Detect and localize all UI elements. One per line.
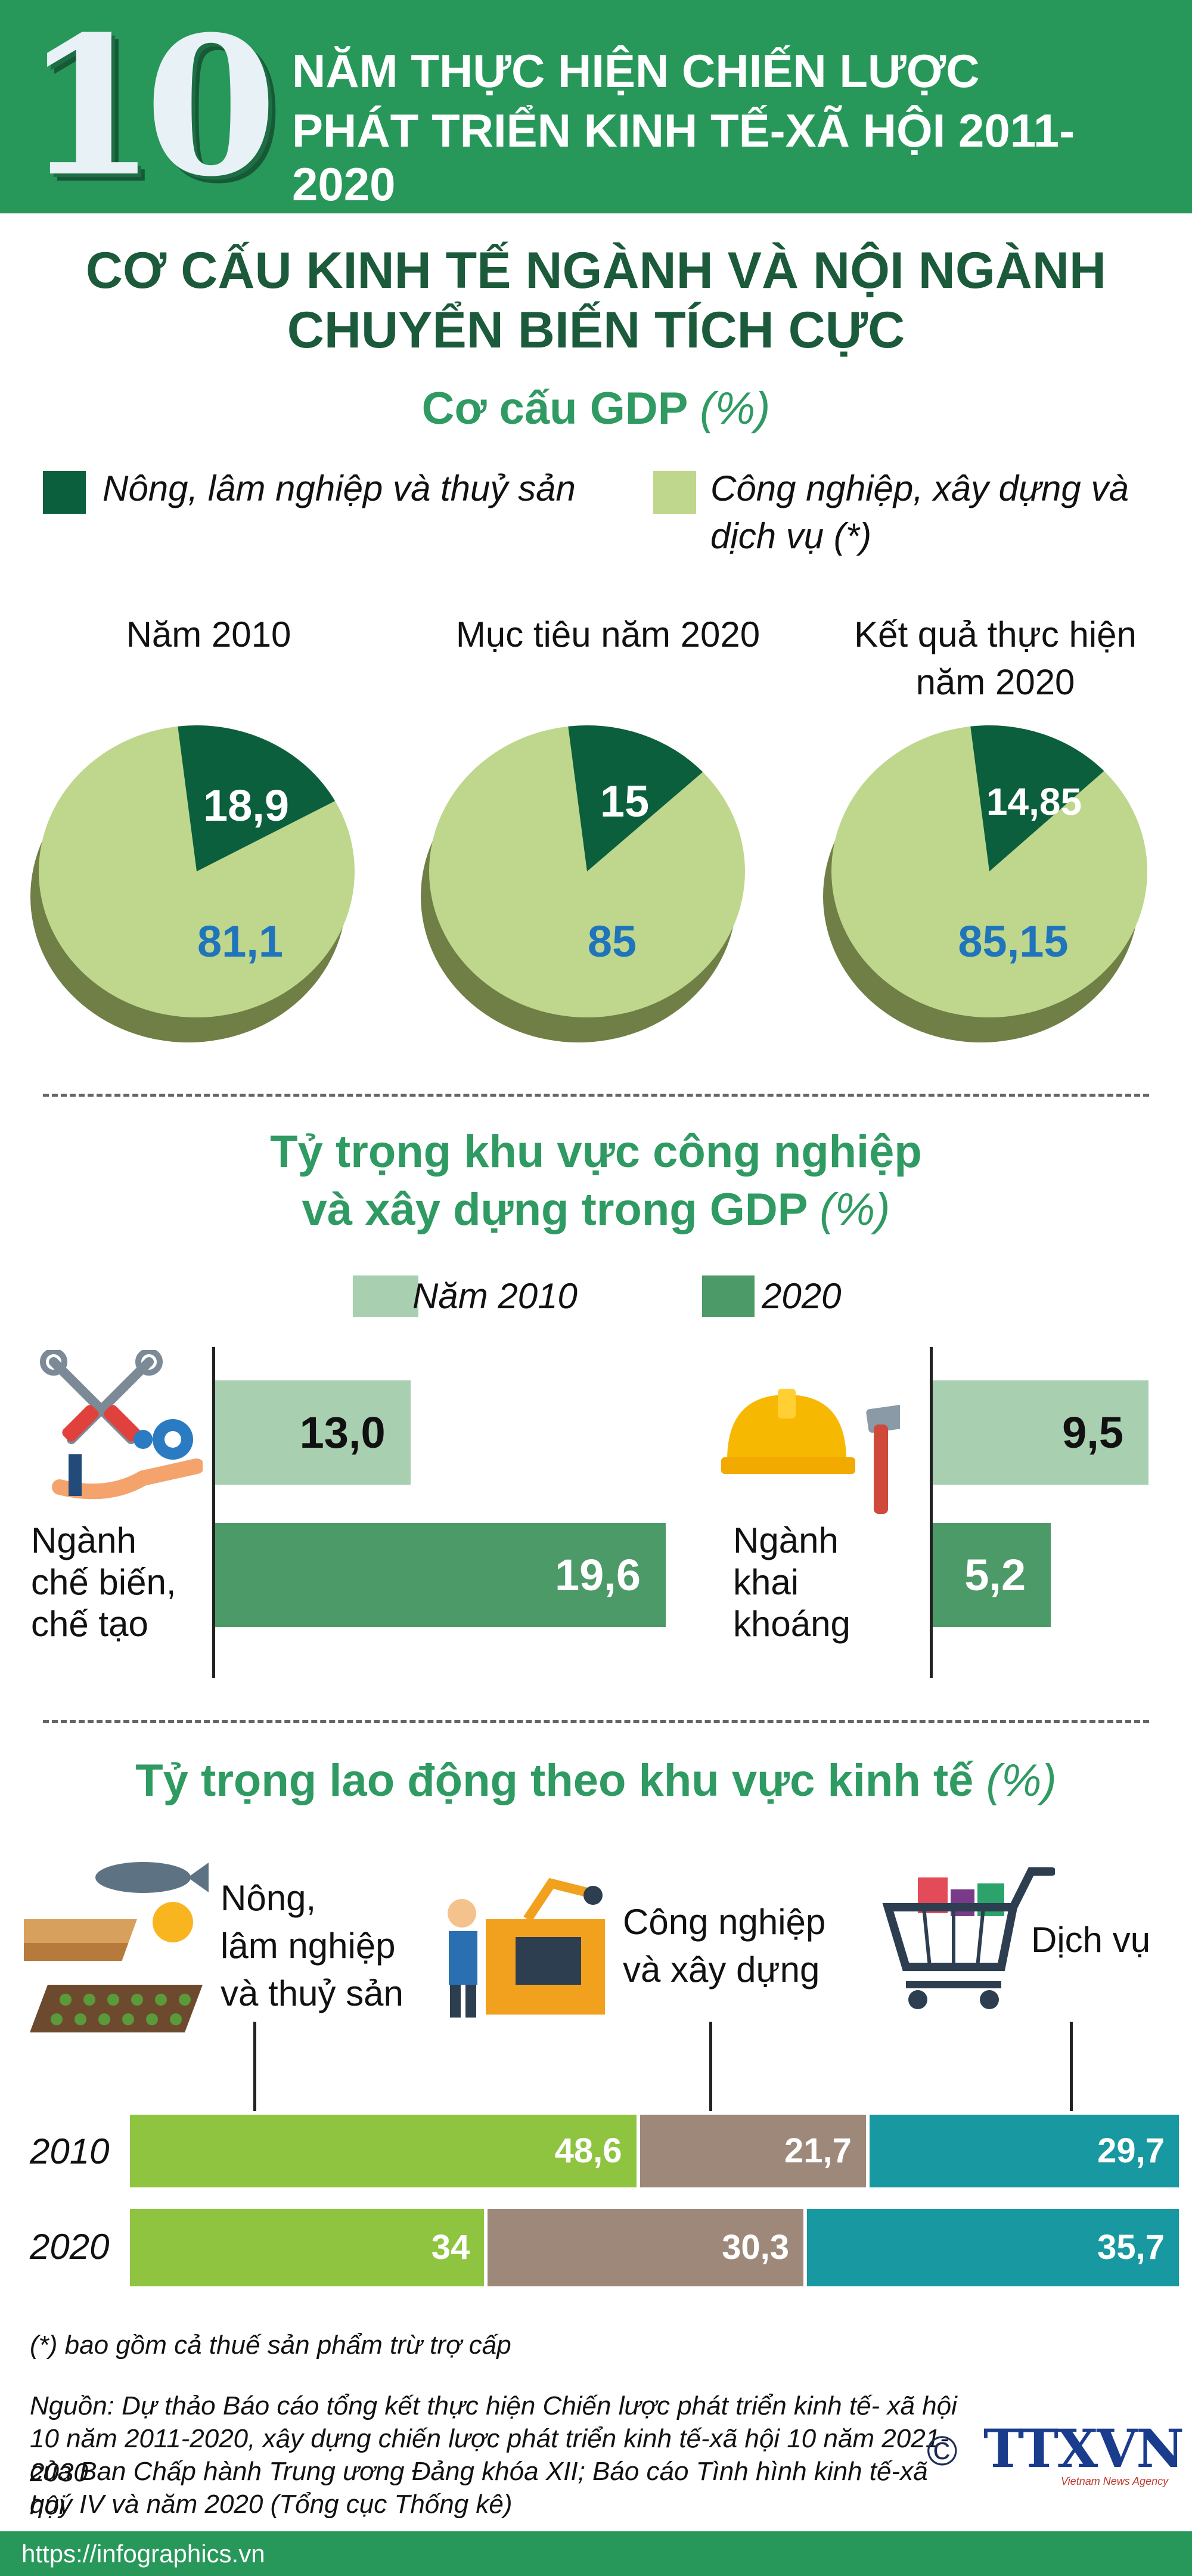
labor-2010-ind: 21,7 <box>640 2115 866 2187</box>
agriculture-icon <box>24 1862 209 2032</box>
legend-ind-line-2: dịch vụ (*) <box>710 516 872 556</box>
labor-title-text: Tỷ trọng lao động theo khu vực kinh tế <box>135 1755 974 1806</box>
pie-2010-ind-value: 81,1 <box>197 917 284 966</box>
main-title-line-2: CHUYỂN BIẾN TÍCH CỰC <box>287 302 905 359</box>
industry-title-unit: (%) <box>820 1184 890 1235</box>
manufacturing-icon <box>40 1350 203 1500</box>
labor-2010-serv: 29,7 <box>869 2115 1179 2187</box>
cat-serv: Dịch vụ <box>1031 1920 1151 1960</box>
year-label-2020: 2020 <box>30 2227 110 2267</box>
labor-2010-agri: 48,6 <box>130 2115 637 2187</box>
gdp-title-text: Cơ cấu GDP <box>421 383 688 434</box>
mining-icon <box>721 1389 900 1514</box>
labor-2020-ind-value: 30,3 <box>722 2228 789 2267</box>
manuf-label-line-2: chế biến, <box>31 1562 176 1602</box>
pie-result-2020-agri-slice <box>970 725 1104 871</box>
pie-label-target-2020: Mục tiêu năm 2020 <box>455 614 760 654</box>
cat-agri-line-2: lâm nghiệp <box>221 1926 396 1966</box>
industry-worker-icon <box>448 1877 605 2018</box>
manuf-label-line-1: Ngành <box>31 1520 136 1560</box>
labor-title: Tỷ trọng lao động theo khu vực kinh tế (… <box>0 1752 1192 1810</box>
legend-swatch-agri <box>43 471 86 514</box>
pie-2010-agri-slice <box>178 725 336 871</box>
footnote: (*) bao gồm cả thuế sản phẩm trừ trợ cấp <box>30 2330 511 2360</box>
source-line-2: 10 năm 2011-2020, xây dựng chiến lược ph… <box>30 2424 949 2487</box>
divider-1 <box>43 1094 1149 1097</box>
mining-axis <box>930 1347 933 1678</box>
bar-mining-2010: 9,5 <box>933 1380 1148 1485</box>
gdp-pie-charts <box>30 725 1147 1042</box>
legend-swatch-2010 <box>353 1275 418 1317</box>
pie-2010-agri-value: 18,9 <box>203 781 290 830</box>
manuf-axis <box>212 1347 215 1678</box>
labor-bar-2010: 48,6 21,7 29,7 <box>130 2115 1179 2187</box>
bar-manuf-2020-value: 19,6 <box>554 1550 641 1600</box>
legend-agri: Nông, lâm nghiệp và thuỷ sản <box>103 468 576 508</box>
industry-title-line-2: và xây dựng trong GDP (%) <box>0 1181 1192 1239</box>
divider-2 <box>43 1720 1149 1723</box>
leader-agri <box>253 2022 256 2111</box>
legend-2020: 2020 <box>762 1276 842 1316</box>
legend-ind-line-1: Công nghiệp, xây dựng và <box>710 468 1129 508</box>
source-line-1: Nguồn: Dự thảo Báo cáo tổng kết thực hiệ… <box>30 2391 957 2420</box>
header-line-2: PHÁT TRIỂN KINH TẾ-XÃ HỘI 2011-2020 <box>292 104 1075 210</box>
labor-2010-ind-value: 21,7 <box>784 2131 852 2170</box>
legend-swatch-2020 <box>702 1275 755 1317</box>
gdp-title-unit: (%) <box>700 383 771 434</box>
copyright-symbol: © <box>927 2428 958 2474</box>
labor-2010-serv-value: 29,7 <box>1097 2131 1165 2170</box>
mining-label-line-1: Ngành <box>733 1520 839 1560</box>
bar-mining-2020-value: 5,2 <box>964 1550 1026 1600</box>
cat-ind-line-1: Công nghiệp <box>623 1902 826 1942</box>
labor-2020-serv-value: 35,7 <box>1097 2228 1165 2267</box>
gdp-title: Cơ cấu GDP (%) <box>0 380 1192 437</box>
bar-manuf-2020: 19,6 <box>215 1523 666 1627</box>
mining-label-line-3: khoáng <box>733 1604 850 1644</box>
labor-title-unit: (%) <box>986 1755 1057 1806</box>
labor-2020-serv: 35,7 <box>806 2209 1179 2286</box>
legend-swatch-ind <box>653 471 696 514</box>
labor-2020-agri-value: 34 <box>431 2228 470 2267</box>
industry-title-line-1: Tỷ trọng khu vực công nghiệp <box>270 1126 922 1177</box>
pie-target-ind-value: 85 <box>587 917 637 966</box>
ttxvn-logo: TTXVN <box>983 2417 1184 2479</box>
cat-agri-line-1: Nông, <box>221 1878 316 1918</box>
bar-mining-2010-value: 9,5 <box>1062 1408 1123 1457</box>
bar-manuf-2010-value: 13,0 <box>299 1408 386 1457</box>
pie-label-2010: Năm 2010 <box>126 614 291 654</box>
cat-agri-line-3: và thuỷ sản <box>221 1973 403 2013</box>
shopping-cart-icon <box>882 1867 1055 2009</box>
leader-serv <box>1070 2022 1073 2111</box>
pie-label-result-2020-line-2: năm 2020 <box>915 662 1075 702</box>
ttxvn-logo-sub: Vietnam News Agency <box>1061 2475 1169 2487</box>
year-label-2010: 2010 <box>30 2131 110 2171</box>
mining-label-line-2: khai <box>733 1562 799 1602</box>
main-title-line-1: CƠ CẤU KINH TẾ NGÀNH VÀ NỘI NGÀNH <box>85 242 1107 299</box>
legend-2010: Năm 2010 <box>412 1276 578 1316</box>
pie-result-agri-value: 14,85 <box>986 780 1082 823</box>
header-line-1: NĂM THỰC HIỆN CHIẾN LƯỢC <box>292 45 980 97</box>
footer-bar <box>0 2531 1192 2576</box>
footer-url[interactable]: https://infographics.vn <box>21 2540 265 2568</box>
labor-2020-agri: 34 <box>130 2209 485 2286</box>
source-line-4: quý IV và năm 2020 (Tổng cục Thống kê) <box>30 2490 513 2519</box>
industry-title-line-2-text: và xây dựng trong GDP <box>302 1184 808 1235</box>
header-banner <box>0 0 1192 213</box>
header-number: 10 <box>24 0 277 219</box>
manuf-label-line-3: chế tạo <box>31 1604 148 1644</box>
pie-target-agri-value: 15 <box>600 777 650 826</box>
bar-mining-2020: 5,2 <box>933 1523 1051 1627</box>
pie-label-result-2020-line-1: Kết quả thực hiện <box>854 614 1137 654</box>
labor-bar-2020: 34 30,3 35,7 <box>130 2209 1179 2286</box>
labor-2020-ind: 30,3 <box>488 2209 803 2286</box>
pie-target-2020-agri-slice <box>568 725 703 871</box>
pie-result-ind-value: 85,15 <box>958 917 1069 966</box>
leader-ind <box>709 2022 712 2111</box>
source-line-3: của Ban Chấp hành Trung ương Đảng khóa X… <box>30 2457 928 2520</box>
bar-manuf-2010: 13,0 <box>215 1380 411 1485</box>
cat-ind-line-2: và xây dựng <box>623 1950 820 1990</box>
labor-2010-agri-value: 48,6 <box>554 2131 622 2170</box>
